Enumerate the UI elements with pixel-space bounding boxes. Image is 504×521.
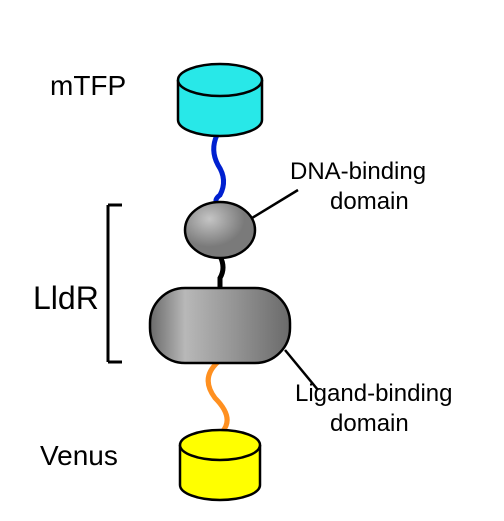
linker-orange xyxy=(208,362,227,432)
linker-black xyxy=(220,256,223,289)
venus-cylinder xyxy=(180,430,260,500)
dna-binding-domain xyxy=(185,202,255,258)
mtfp-cylinder xyxy=(178,64,262,136)
label-dna-binding-line1: DNA-binding xyxy=(290,158,426,186)
label-lldr: LldR xyxy=(33,280,99,317)
ligand-binding-domain xyxy=(150,288,290,363)
label-ligand-binding-line2: domain xyxy=(330,410,409,438)
lldr-bracket xyxy=(108,205,122,362)
label-dna-binding-line2: domain xyxy=(330,188,409,216)
label-ligand-binding-line1: Ligand-binding xyxy=(295,380,452,408)
leader-line-dna xyxy=(252,190,298,218)
label-venus: Venus xyxy=(40,440,118,472)
linker-blue xyxy=(214,135,224,205)
label-mtfp: mTFP xyxy=(50,70,126,102)
